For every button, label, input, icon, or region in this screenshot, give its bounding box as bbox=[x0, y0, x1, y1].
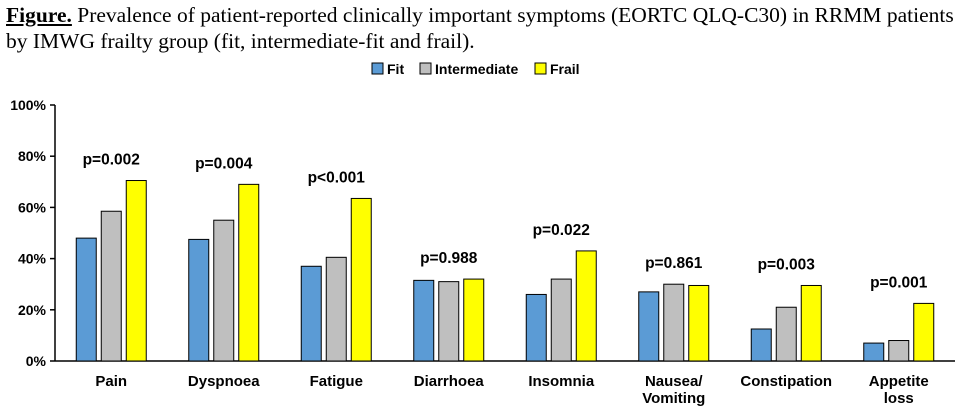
legend-swatch-intermediate bbox=[419, 62, 432, 75]
legend-label-fit: Fit bbox=[387, 61, 404, 77]
bar-intermediate bbox=[325, 256, 347, 362]
x-category-label: Dyspnoea bbox=[188, 373, 260, 390]
x-category-label: Diarrhoea bbox=[414, 373, 485, 390]
bar-intermediate bbox=[100, 210, 122, 362]
y-tick-label: 100% bbox=[10, 97, 46, 113]
bar-intermediate bbox=[438, 281, 460, 362]
bar-frail bbox=[800, 284, 822, 362]
bar-fit bbox=[638, 291, 660, 362]
y-tick-label: 20% bbox=[18, 302, 47, 318]
bar-frail bbox=[350, 197, 372, 362]
bar-fit bbox=[75, 237, 97, 362]
bar-frail bbox=[688, 284, 710, 362]
bar-frail bbox=[238, 183, 260, 362]
legend-swatch-frail bbox=[534, 62, 547, 75]
caption-text: Prevalence of patient-reported clinicall… bbox=[6, 3, 954, 53]
bar-intermediate bbox=[663, 283, 685, 362]
legend-label-frail: Frail bbox=[550, 61, 580, 77]
x-category-label: Insomnia bbox=[528, 373, 595, 390]
x-category-label: Appetite loss bbox=[869, 373, 929, 407]
y-tick-label: 0% bbox=[26, 353, 47, 369]
x-category-label: Nausea/Vomiting bbox=[642, 373, 705, 407]
legend-swatch-fit bbox=[371, 62, 384, 75]
bar-frail bbox=[125, 180, 147, 362]
p-value-label: p<0.001 bbox=[308, 169, 366, 186]
bar-fit bbox=[750, 328, 772, 362]
bar-fit bbox=[188, 238, 210, 362]
legend-label-intermediate: Intermediate bbox=[435, 61, 518, 77]
p-value-label: p=0.002 bbox=[83, 152, 140, 169]
x-category-label: Pain bbox=[95, 373, 127, 390]
x-category-label: Constipation bbox=[740, 373, 832, 390]
p-value-label: p=0.861 bbox=[645, 255, 703, 272]
y-tick-label: 80% bbox=[18, 148, 47, 164]
x-category-label: Fatigue bbox=[310, 373, 363, 390]
figure-caption: Figure. Prevalence of patient-reported c… bbox=[6, 2, 966, 54]
bar-fit bbox=[300, 265, 322, 362]
p-value-label: p=0.988 bbox=[420, 250, 478, 267]
p-value-label: p=0.004 bbox=[195, 155, 253, 172]
p-value-label: p=0.022 bbox=[533, 222, 590, 239]
bar-frail bbox=[463, 278, 485, 362]
y-tick-label: 40% bbox=[18, 251, 47, 267]
bar-frail bbox=[575, 250, 597, 362]
bar-intermediate bbox=[888, 340, 910, 362]
bar-fit bbox=[525, 293, 547, 362]
p-value-label: p=0.001 bbox=[870, 274, 928, 291]
bar-frail bbox=[913, 302, 935, 362]
bar-intermediate bbox=[550, 278, 572, 362]
y-tick-label: 60% bbox=[18, 199, 47, 215]
p-value-label: p=0.003 bbox=[758, 256, 816, 273]
bar-fit bbox=[413, 279, 435, 362]
figure-label: Figure. bbox=[6, 3, 72, 27]
bar-intermediate bbox=[213, 219, 235, 362]
bar-fit bbox=[863, 342, 885, 362]
bar-intermediate bbox=[775, 306, 797, 362]
